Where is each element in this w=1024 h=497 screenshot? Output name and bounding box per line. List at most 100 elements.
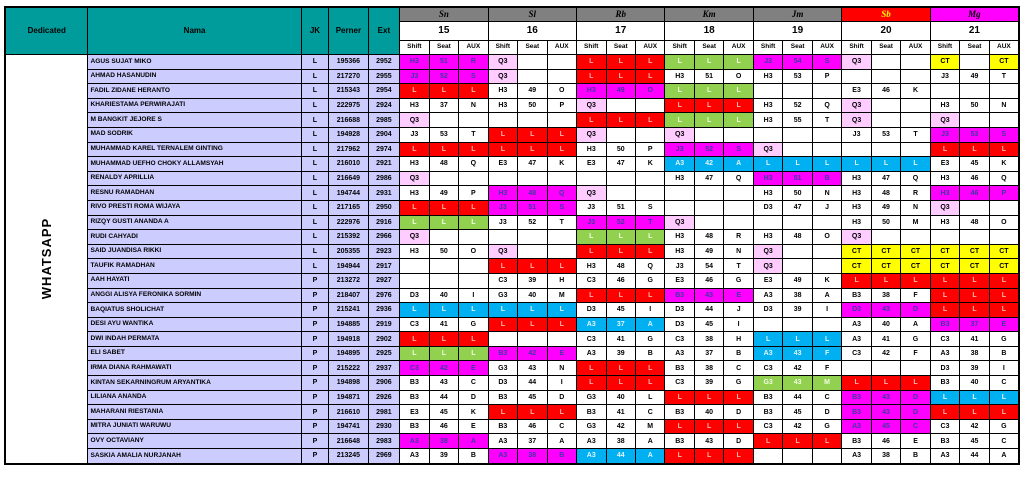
gender-cell: P (300, 345, 330, 362)
subcol-header-aux: AUX (634, 40, 666, 55)
perner-cell: 216688 (328, 112, 369, 128)
schedule-cell: H3 (576, 258, 607, 274)
schedule-cell: CT (900, 243, 931, 260)
schedule-cell: L (693, 448, 725, 465)
schedule-cell: 42 (605, 418, 636, 435)
schedule-cell: B3 (929, 316, 961, 333)
employee-row: M BANGKIT JEJORE S L 216688 2985 Q3 L L L L L L H3 5… (5, 112, 1020, 128)
perner-cell: 213272 (328, 272, 369, 289)
schedule-cell: 47 (870, 170, 902, 187)
schedule-cell: T (634, 214, 666, 231)
schedule-cell (546, 331, 578, 347)
schedule-cell: L (487, 258, 519, 274)
schedule-cell: 48 (959, 214, 990, 231)
employee-row: BAQIATUS SHOLICHAT P 215241 2936 L L L L L L D3 45 I… (5, 302, 1020, 318)
schedule-cell (664, 185, 695, 201)
date-header: 17 (576, 21, 666, 41)
schedule-cell: L (634, 389, 666, 406)
schedule-cell (811, 214, 843, 231)
ext-cell: 2950 (367, 199, 401, 216)
schedule-cell: Q3 (841, 112, 872, 128)
schedule-cell: E (458, 360, 489, 377)
schedule-cell: I (988, 360, 1020, 377)
schedule-cell: 50 (517, 97, 548, 114)
schedule-cell: L (900, 272, 931, 289)
schedule-cell: L (576, 287, 607, 304)
schedule-cell: L (900, 375, 931, 391)
schedule-cell: J3 (576, 214, 607, 231)
gender-cell: L (300, 141, 330, 158)
schedule-cell: N (546, 360, 578, 377)
employee-row: FADIL ZIDANE HERANTO L 215343 2954 L L L H3 49 O H… (5, 83, 1020, 99)
schedule-cell: L (752, 331, 784, 347)
schedule-cell: G (988, 418, 1020, 435)
employee-name: MAD SODRIK (87, 126, 302, 143)
ext-cell: 2930 (367, 418, 401, 435)
ext-cell: 2981 (367, 404, 401, 420)
employee-name: RUDI CAHYADI (87, 229, 302, 245)
gender-cell: P (300, 433, 330, 450)
schedule-cell: H3 (752, 112, 784, 128)
employee-name: RIVO PRESTI ROMA WIJAYA (87, 199, 302, 216)
schedule-cell: L (546, 126, 578, 143)
schedule-cell: S (458, 68, 489, 85)
perner-cell: 222976 (328, 214, 369, 231)
schedule-cell: 44 (428, 389, 460, 406)
subcol-header-shift: Shift (841, 40, 872, 55)
schedule-cell (752, 126, 784, 143)
schedule-cell: A3 (841, 331, 872, 347)
schedule-cell (605, 185, 636, 201)
schedule-cell: H3 (399, 185, 430, 201)
employee-row: RENALDY APRILLIA L 216649 2986 Q3 H3 47 Q H3 51 B H… (5, 170, 1020, 187)
perner-cell: 213245 (328, 448, 369, 465)
schedule-cell: B3 (664, 404, 695, 420)
gender-cell: L (300, 214, 330, 231)
schedule-cell: 50 (428, 243, 460, 260)
schedule-cell: M (811, 375, 843, 391)
ext-cell: 2931 (367, 185, 401, 201)
schedule-cell (517, 54, 548, 70)
schedule-cell: Q (723, 170, 754, 187)
schedule-cell: H3 (929, 214, 961, 231)
schedule-cell: Q3 (841, 54, 872, 70)
schedule-cell: H3 (752, 170, 784, 187)
gender-cell: P (300, 302, 330, 318)
schedule-cell (428, 258, 460, 274)
schedule-cell: H (723, 331, 754, 347)
schedule-cell: L (841, 375, 872, 391)
schedule-cell: L (693, 54, 725, 70)
schedule-cell: L (458, 345, 489, 362)
date-header: 15 (399, 21, 489, 41)
schedule-cell: Q (900, 170, 931, 187)
gender-cell: P (300, 287, 330, 304)
schedule-cell (605, 126, 636, 143)
schedule-cell: Q3 (841, 229, 872, 245)
group-label: WHATSAPP (39, 217, 55, 300)
schedule-cell: E (458, 418, 489, 435)
schedule-cell: H3 (841, 214, 872, 231)
schedule-cell: L (487, 316, 519, 333)
schedule-cell: CT (959, 258, 990, 274)
schedule-cell: CT (959, 243, 990, 260)
subcol-header-shift: Shift (664, 40, 695, 55)
ext-cell: 2983 (367, 433, 401, 450)
subcol-header-seat: Seat (605, 40, 636, 55)
schedule-cell: H3 (841, 170, 872, 187)
schedule-cell: L (693, 418, 725, 435)
schedule-cell (546, 68, 578, 85)
schedule-cell: K (811, 272, 843, 289)
perner-cell: 194885 (328, 316, 369, 333)
schedule-cell: Q3 (487, 68, 519, 85)
schedule-cell: 39 (693, 375, 725, 391)
schedule-cell: L (988, 302, 1020, 318)
schedule-cell: L (811, 433, 843, 450)
employee-row: IRMA DIANA RAHMAWATI P 215222 2937 C3 42 E G3 43… (5, 360, 1020, 377)
schedule-cell (458, 112, 489, 128)
schedule-cell: G (811, 418, 843, 435)
schedule-cell: G3 (752, 375, 784, 391)
day-header: Rb (576, 6, 666, 22)
gender-cell: L (300, 126, 330, 143)
schedule-cell: Q (546, 185, 578, 201)
schedule-cell: Q3 (399, 229, 430, 245)
schedule-cell: J3 (752, 54, 784, 70)
